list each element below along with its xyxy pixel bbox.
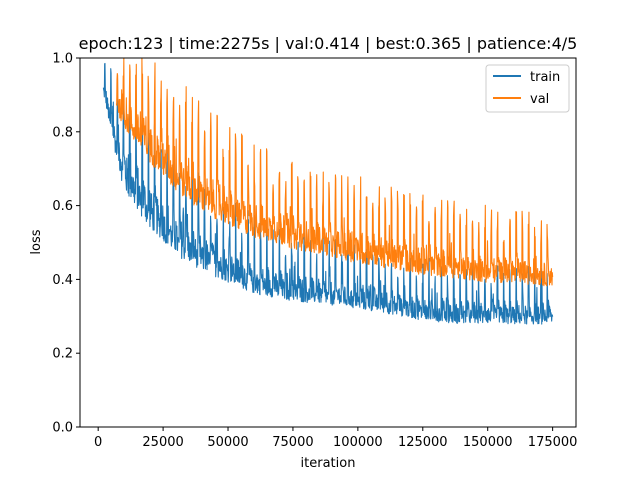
y-tick-label: 1.0 — [52, 52, 73, 67]
chart-title: epoch:123 | time:2275s | val:0.414 | bes… — [79, 34, 578, 53]
x-tick-label: 150000 — [463, 435, 513, 450]
y-tick-label: 0.0 — [52, 421, 73, 436]
legend-train-label: train — [530, 70, 560, 85]
x-tick-label: 125000 — [398, 435, 448, 450]
x-tick-label: 175000 — [528, 435, 578, 450]
x-tick-label: 75000 — [272, 435, 313, 450]
y-axis: 0.0 0.2 0.4 0.6 0.8 1.0 — [52, 52, 80, 436]
legend: train val — [485, 64, 570, 113]
x-tick-label: 50000 — [207, 435, 248, 450]
y-tick-label: 0.2 — [52, 347, 73, 362]
x-tick-label: 25000 — [142, 435, 183, 450]
y-tick-label: 0.6 — [52, 199, 73, 214]
y-tick-label: 0.8 — [52, 125, 73, 140]
series-train-line — [102, 62, 554, 325]
x-axis-label: iteration — [301, 456, 356, 471]
x-tick-label: 0 — [94, 435, 102, 450]
plot-area — [79, 57, 577, 428]
x-tick-label: 100000 — [333, 435, 383, 450]
axes-frame — [79, 57, 577, 428]
legend-val-label: val — [530, 92, 549, 107]
y-tick-label: 0.4 — [52, 273, 73, 288]
y-axis-label: loss — [29, 229, 44, 254]
x-axis: 0 25000 50000 75000 100000 125000 150000 175000 — [94, 427, 577, 450]
series-val-line — [115, 58, 554, 287]
